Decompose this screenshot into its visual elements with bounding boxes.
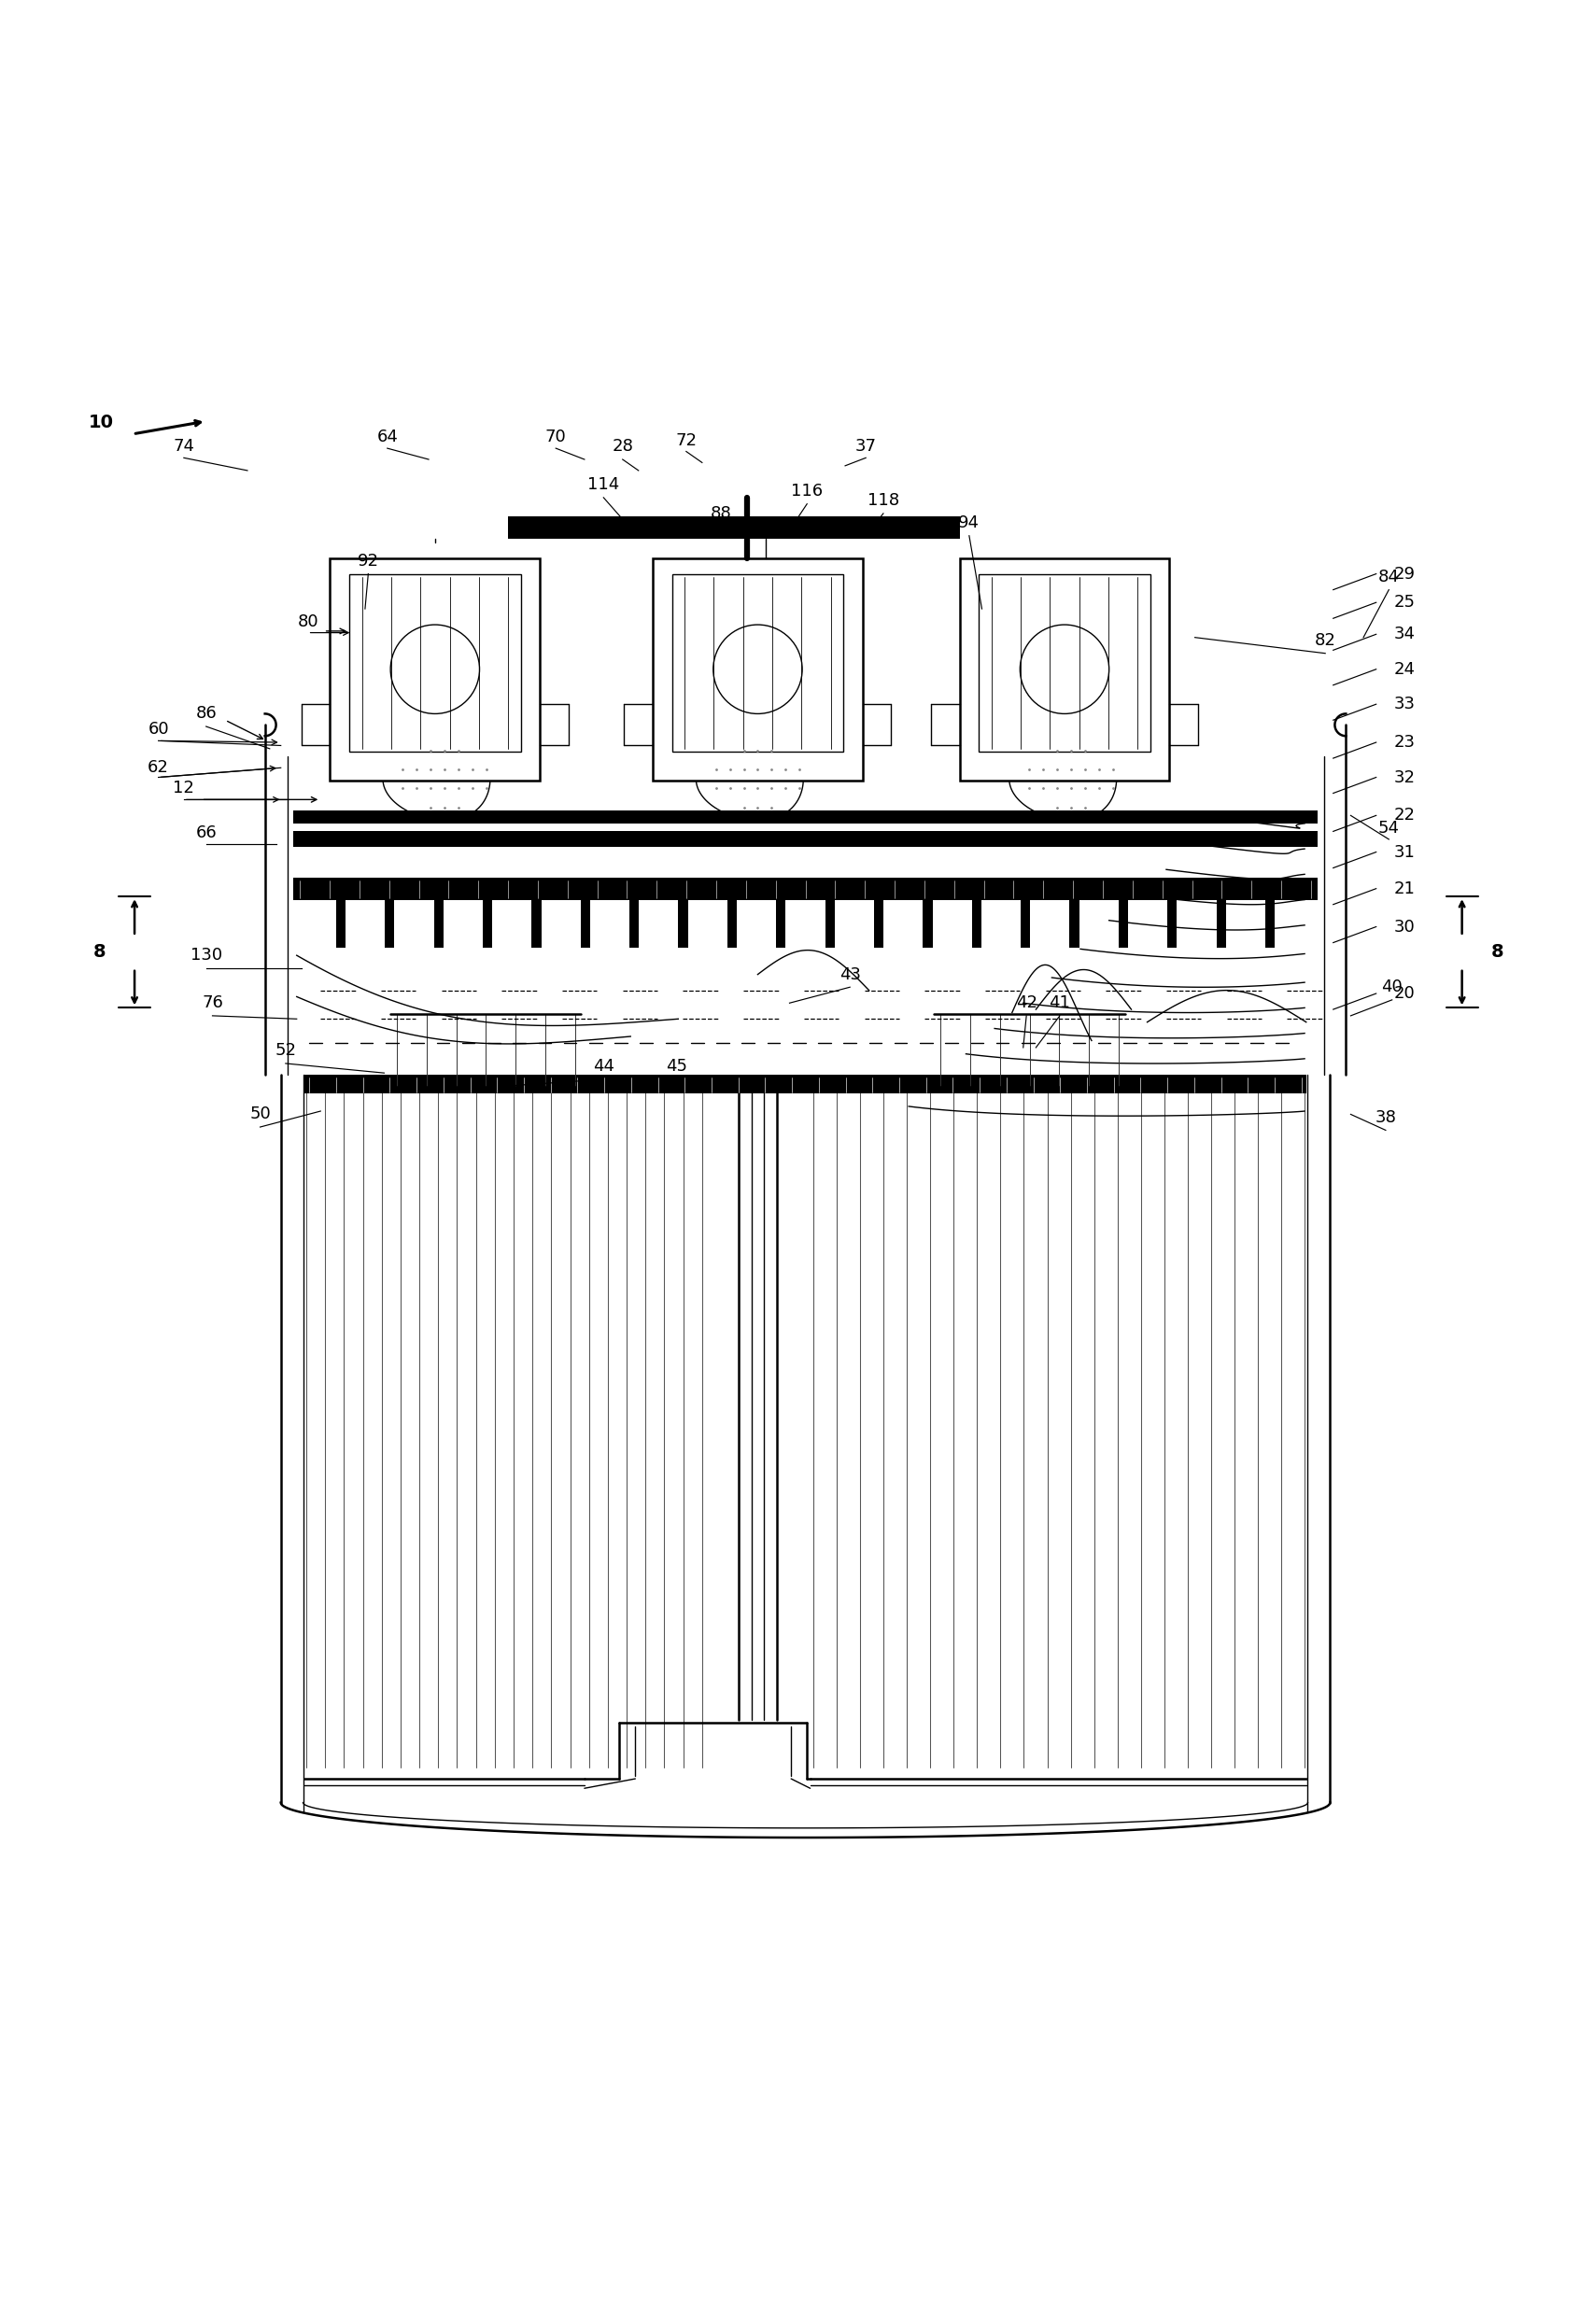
Text: 64: 64: [376, 428, 398, 446]
Bar: [671, 574, 843, 753]
Text: 22: 22: [1393, 806, 1414, 825]
Bar: [434, 899, 443, 948]
Bar: [580, 899, 590, 948]
Text: 52: 52: [274, 1043, 296, 1060]
Text: 33: 33: [1393, 695, 1414, 713]
Text: 74: 74: [174, 439, 194, 456]
Text: 72: 72: [674, 432, 697, 449]
Bar: [1167, 899, 1176, 948]
Bar: [874, 899, 883, 948]
Text: 43: 43: [838, 967, 861, 983]
Bar: [483, 899, 493, 948]
Text: 41: 41: [1049, 995, 1070, 1011]
Text: 23: 23: [1393, 734, 1414, 751]
Text: 38: 38: [1374, 1109, 1395, 1125]
Text: 88: 88: [709, 504, 732, 523]
Text: 37: 37: [854, 439, 877, 456]
Text: 24: 24: [1393, 660, 1414, 679]
Bar: [330, 558, 540, 781]
Text: 21: 21: [1393, 881, 1414, 897]
Text: 32: 32: [1393, 769, 1414, 786]
Bar: [1216, 899, 1226, 948]
Text: 84: 84: [1377, 569, 1398, 586]
Bar: [384, 899, 394, 948]
Text: 80: 80: [296, 614, 319, 630]
Bar: [727, 899, 736, 948]
Bar: [923, 899, 932, 948]
Text: 54: 54: [1377, 820, 1400, 837]
Text: 62: 62: [148, 760, 169, 776]
Bar: [971, 899, 980, 948]
Bar: [630, 899, 639, 948]
Text: 40: 40: [1380, 978, 1401, 995]
Text: 60: 60: [148, 720, 169, 739]
Bar: [1020, 899, 1030, 948]
Bar: [652, 558, 862, 781]
Bar: [824, 899, 834, 948]
Bar: [293, 811, 1317, 823]
Text: 130: 130: [190, 946, 222, 964]
Bar: [293, 878, 1317, 899]
Text: 82: 82: [1313, 632, 1336, 648]
Bar: [531, 899, 540, 948]
Text: 118: 118: [867, 493, 899, 509]
Text: 94: 94: [958, 514, 979, 532]
Text: 42: 42: [1015, 995, 1036, 1011]
Text: 8: 8: [92, 944, 105, 962]
Text: 12: 12: [174, 781, 194, 797]
Text: 114: 114: [587, 476, 618, 493]
Bar: [1117, 899, 1127, 948]
Bar: [508, 516, 960, 539]
Bar: [1264, 899, 1274, 948]
Text: 34: 34: [1393, 625, 1414, 644]
Text: 29: 29: [1393, 565, 1414, 583]
Bar: [336, 899, 346, 948]
Text: 31: 31: [1393, 844, 1414, 860]
Text: 20: 20: [1393, 985, 1414, 1002]
Text: 50: 50: [249, 1106, 271, 1122]
Text: 76: 76: [202, 995, 223, 1011]
Bar: [776, 899, 786, 948]
Bar: [349, 574, 521, 753]
Bar: [677, 899, 687, 948]
Bar: [293, 832, 1317, 848]
Text: 70: 70: [545, 428, 566, 446]
Text: 44: 44: [593, 1057, 614, 1076]
Bar: [979, 574, 1149, 753]
Text: 86: 86: [196, 704, 217, 723]
Bar: [304, 1074, 1305, 1095]
Text: 45: 45: [666, 1057, 687, 1076]
Text: 66: 66: [196, 825, 217, 841]
Text: 10: 10: [89, 414, 113, 432]
Text: 116: 116: [791, 483, 823, 500]
Text: 92: 92: [357, 553, 379, 569]
Text: 8: 8: [1490, 944, 1503, 962]
Text: 30: 30: [1393, 918, 1414, 934]
Text: 28: 28: [612, 439, 633, 456]
Bar: [1070, 899, 1079, 948]
Text: 25: 25: [1393, 595, 1414, 611]
Bar: [960, 558, 1168, 781]
